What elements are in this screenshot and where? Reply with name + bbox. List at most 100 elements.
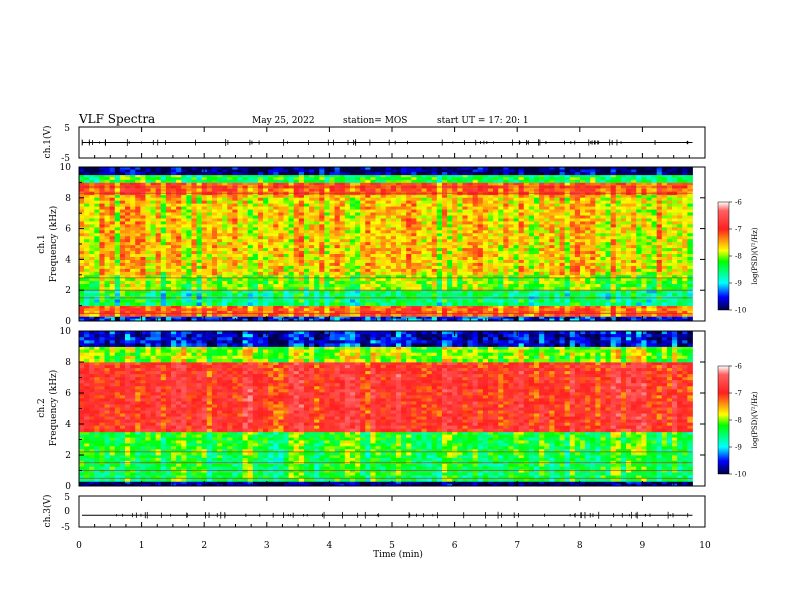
ch1-spec-cell	[349, 212, 356, 216]
ch1-spec-cell	[94, 242, 100, 246]
ch1-spec-cell	[319, 257, 325, 261]
ch1-spec-cell	[135, 262, 141, 267]
ch1-spec-cell	[89, 194, 95, 199]
ch1-spec-cell	[544, 287, 550, 291]
ch1-spec-cell	[523, 290, 530, 294]
ch1-spec-cell	[431, 259, 438, 264]
ch1-spec-cell	[401, 224, 407, 228]
ch1-spec-cell	[145, 280, 151, 285]
ch1-spec-cell	[452, 172, 458, 176]
ch1-spec-cell	[544, 169, 550, 173]
ch1-spec-cell	[201, 284, 208, 288]
ch1-spec-cell	[452, 254, 458, 258]
ch1-spec-cell	[513, 242, 520, 246]
ch1-spec-cell	[79, 167, 85, 170]
ch1-spec-cell	[222, 242, 228, 246]
ch1-spec-cell	[309, 308, 315, 312]
ch1-spec-cell	[176, 254, 182, 258]
ch1-spec-cell	[140, 239, 146, 243]
ch1-spec-cell	[232, 206, 238, 210]
ch1-spec-cell	[186, 206, 192, 210]
ch1-spec-cell	[130, 251, 136, 255]
ch1-spec-cell	[227, 305, 233, 309]
ch1-spec-cell	[380, 318, 387, 322]
ch1-spec-cell	[94, 271, 100, 276]
ch1-spec-cell	[130, 287, 136, 291]
ch1-spec-cell	[288, 218, 295, 222]
ch1-spec-cell	[539, 302, 545, 306]
ch1-spec-cell	[94, 194, 100, 199]
ch1-spec-cell	[467, 218, 474, 222]
ch1-spec-cell	[268, 290, 274, 294]
ch1-spec-cell	[498, 230, 504, 234]
ch1-spec-cell	[401, 302, 407, 306]
ch1-spec-cell	[232, 265, 238, 270]
ch1-spec-cell	[252, 233, 259, 237]
ch1-spec-cell	[211, 209, 218, 213]
ch1-spec-cell	[380, 206, 387, 210]
ch1-spec-cell	[539, 236, 545, 240]
ch1-spec-cell	[211, 308, 218, 312]
ch1-spec-cell	[406, 179, 412, 183]
ch1-spec-cell	[508, 215, 514, 219]
ch1-spec-cell	[104, 262, 111, 267]
ch1-spec-cell	[549, 227, 555, 231]
ch1-spec-cell	[104, 280, 111, 285]
ch1-spec-cell	[493, 230, 499, 234]
ch1-spec-cell	[119, 182, 126, 186]
ch1-spec-cell	[339, 177, 346, 181]
ch1-spec-cell	[109, 262, 116, 267]
ch1-spec-cell	[89, 206, 95, 210]
ch1-spec-cell	[518, 310, 525, 315]
ch1-spec-cell	[247, 280, 254, 285]
ch1-spec-cell	[217, 242, 223, 246]
ch1-spec-cell	[140, 274, 146, 279]
ch1-spec-cell	[539, 233, 545, 237]
ch1-spec-cell	[513, 310, 520, 315]
ch1-spec-cell	[303, 239, 310, 243]
ch1-spec-cell	[298, 268, 305, 273]
ch1-spec-cell	[401, 299, 407, 303]
ch1-spec-cell	[252, 230, 259, 234]
ch1-spec-cell	[472, 197, 479, 202]
ch1-spec-cell	[487, 262, 494, 267]
ch1-spec-cell	[242, 174, 249, 178]
ch1-spec-cell	[176, 230, 182, 234]
ch1-spec-cell	[109, 245, 116, 249]
ch1-spec-cell	[477, 242, 484, 246]
ch1-spec-cell	[125, 242, 131, 246]
ch1-spec-cell	[534, 280, 540, 285]
ch1-spec-cell	[217, 215, 223, 219]
ch1-spec-cell	[186, 182, 192, 186]
ch1-spec-cell	[355, 262, 361, 267]
ch1-spec-cell	[370, 194, 376, 199]
ch1-spec-cell	[211, 316, 218, 320]
ch1-spec-cell	[263, 179, 269, 183]
ch1-spec-cell	[247, 188, 254, 193]
ch1-spec-cell	[314, 280, 320, 285]
ch1-spec-cell	[401, 271, 407, 276]
ch1-spec-cell	[130, 179, 136, 183]
ch1-spec-cell	[171, 239, 177, 243]
ch1-spec-cell	[426, 290, 433, 294]
ch1-spec-cell	[232, 182, 238, 186]
ch1-spec-cell	[375, 200, 382, 205]
ch1-spec-cell	[416, 233, 422, 237]
ch1-spec-cell	[436, 259, 443, 264]
ch1-spec-cell	[508, 209, 514, 213]
ch1-spec-cell	[273, 212, 279, 216]
ch1-spec-cell	[94, 172, 100, 176]
ch1-spec-cell	[140, 188, 146, 193]
ch1-spec-cell	[135, 302, 141, 306]
ch1-spec-cell	[518, 305, 525, 309]
ch1-spec-cell	[278, 287, 284, 291]
ch1-spec-cell	[109, 305, 116, 309]
ch1-spec-cell	[523, 293, 530, 297]
ch1-spec-cell	[298, 200, 305, 205]
ch1-spec-cell	[528, 230, 535, 234]
ch1-spec-cell	[375, 177, 382, 181]
ch1-spec-cell	[344, 182, 351, 186]
ch1-spec-cell	[508, 236, 514, 240]
ch1-spec-cell	[406, 268, 412, 273]
ch1-spec-cell	[211, 271, 218, 276]
